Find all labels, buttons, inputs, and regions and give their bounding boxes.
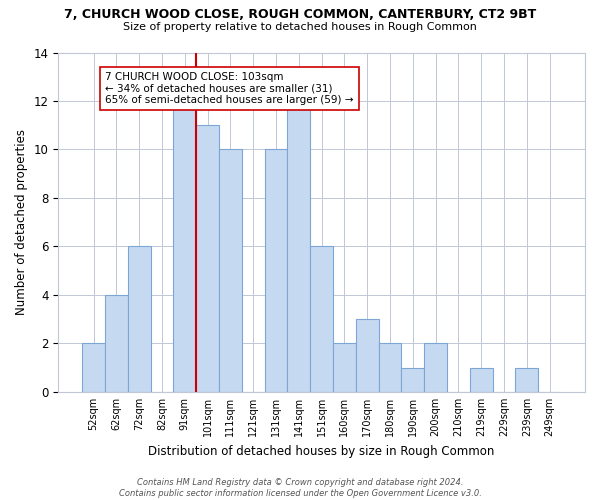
Bar: [196, 125, 219, 392]
Bar: [379, 344, 401, 392]
Bar: [333, 344, 356, 392]
Bar: [219, 150, 242, 392]
Bar: [128, 246, 151, 392]
Bar: [105, 295, 128, 392]
Bar: [515, 368, 538, 392]
Bar: [173, 101, 196, 392]
Bar: [287, 101, 310, 392]
Bar: [401, 368, 424, 392]
Bar: [356, 319, 379, 392]
Bar: [470, 368, 493, 392]
Text: 7, CHURCH WOOD CLOSE, ROUGH COMMON, CANTERBURY, CT2 9BT: 7, CHURCH WOOD CLOSE, ROUGH COMMON, CANT…: [64, 8, 536, 20]
Bar: [424, 344, 447, 392]
Text: 7 CHURCH WOOD CLOSE: 103sqm
← 34% of detached houses are smaller (31)
65% of sem: 7 CHURCH WOOD CLOSE: 103sqm ← 34% of det…: [105, 72, 353, 105]
Text: Size of property relative to detached houses in Rough Common: Size of property relative to detached ho…: [123, 22, 477, 32]
Bar: [310, 246, 333, 392]
Text: Contains HM Land Registry data © Crown copyright and database right 2024.
Contai: Contains HM Land Registry data © Crown c…: [119, 478, 481, 498]
Bar: [265, 150, 287, 392]
X-axis label: Distribution of detached houses by size in Rough Common: Distribution of detached houses by size …: [148, 444, 495, 458]
Bar: [82, 344, 105, 392]
Y-axis label: Number of detached properties: Number of detached properties: [15, 129, 28, 315]
